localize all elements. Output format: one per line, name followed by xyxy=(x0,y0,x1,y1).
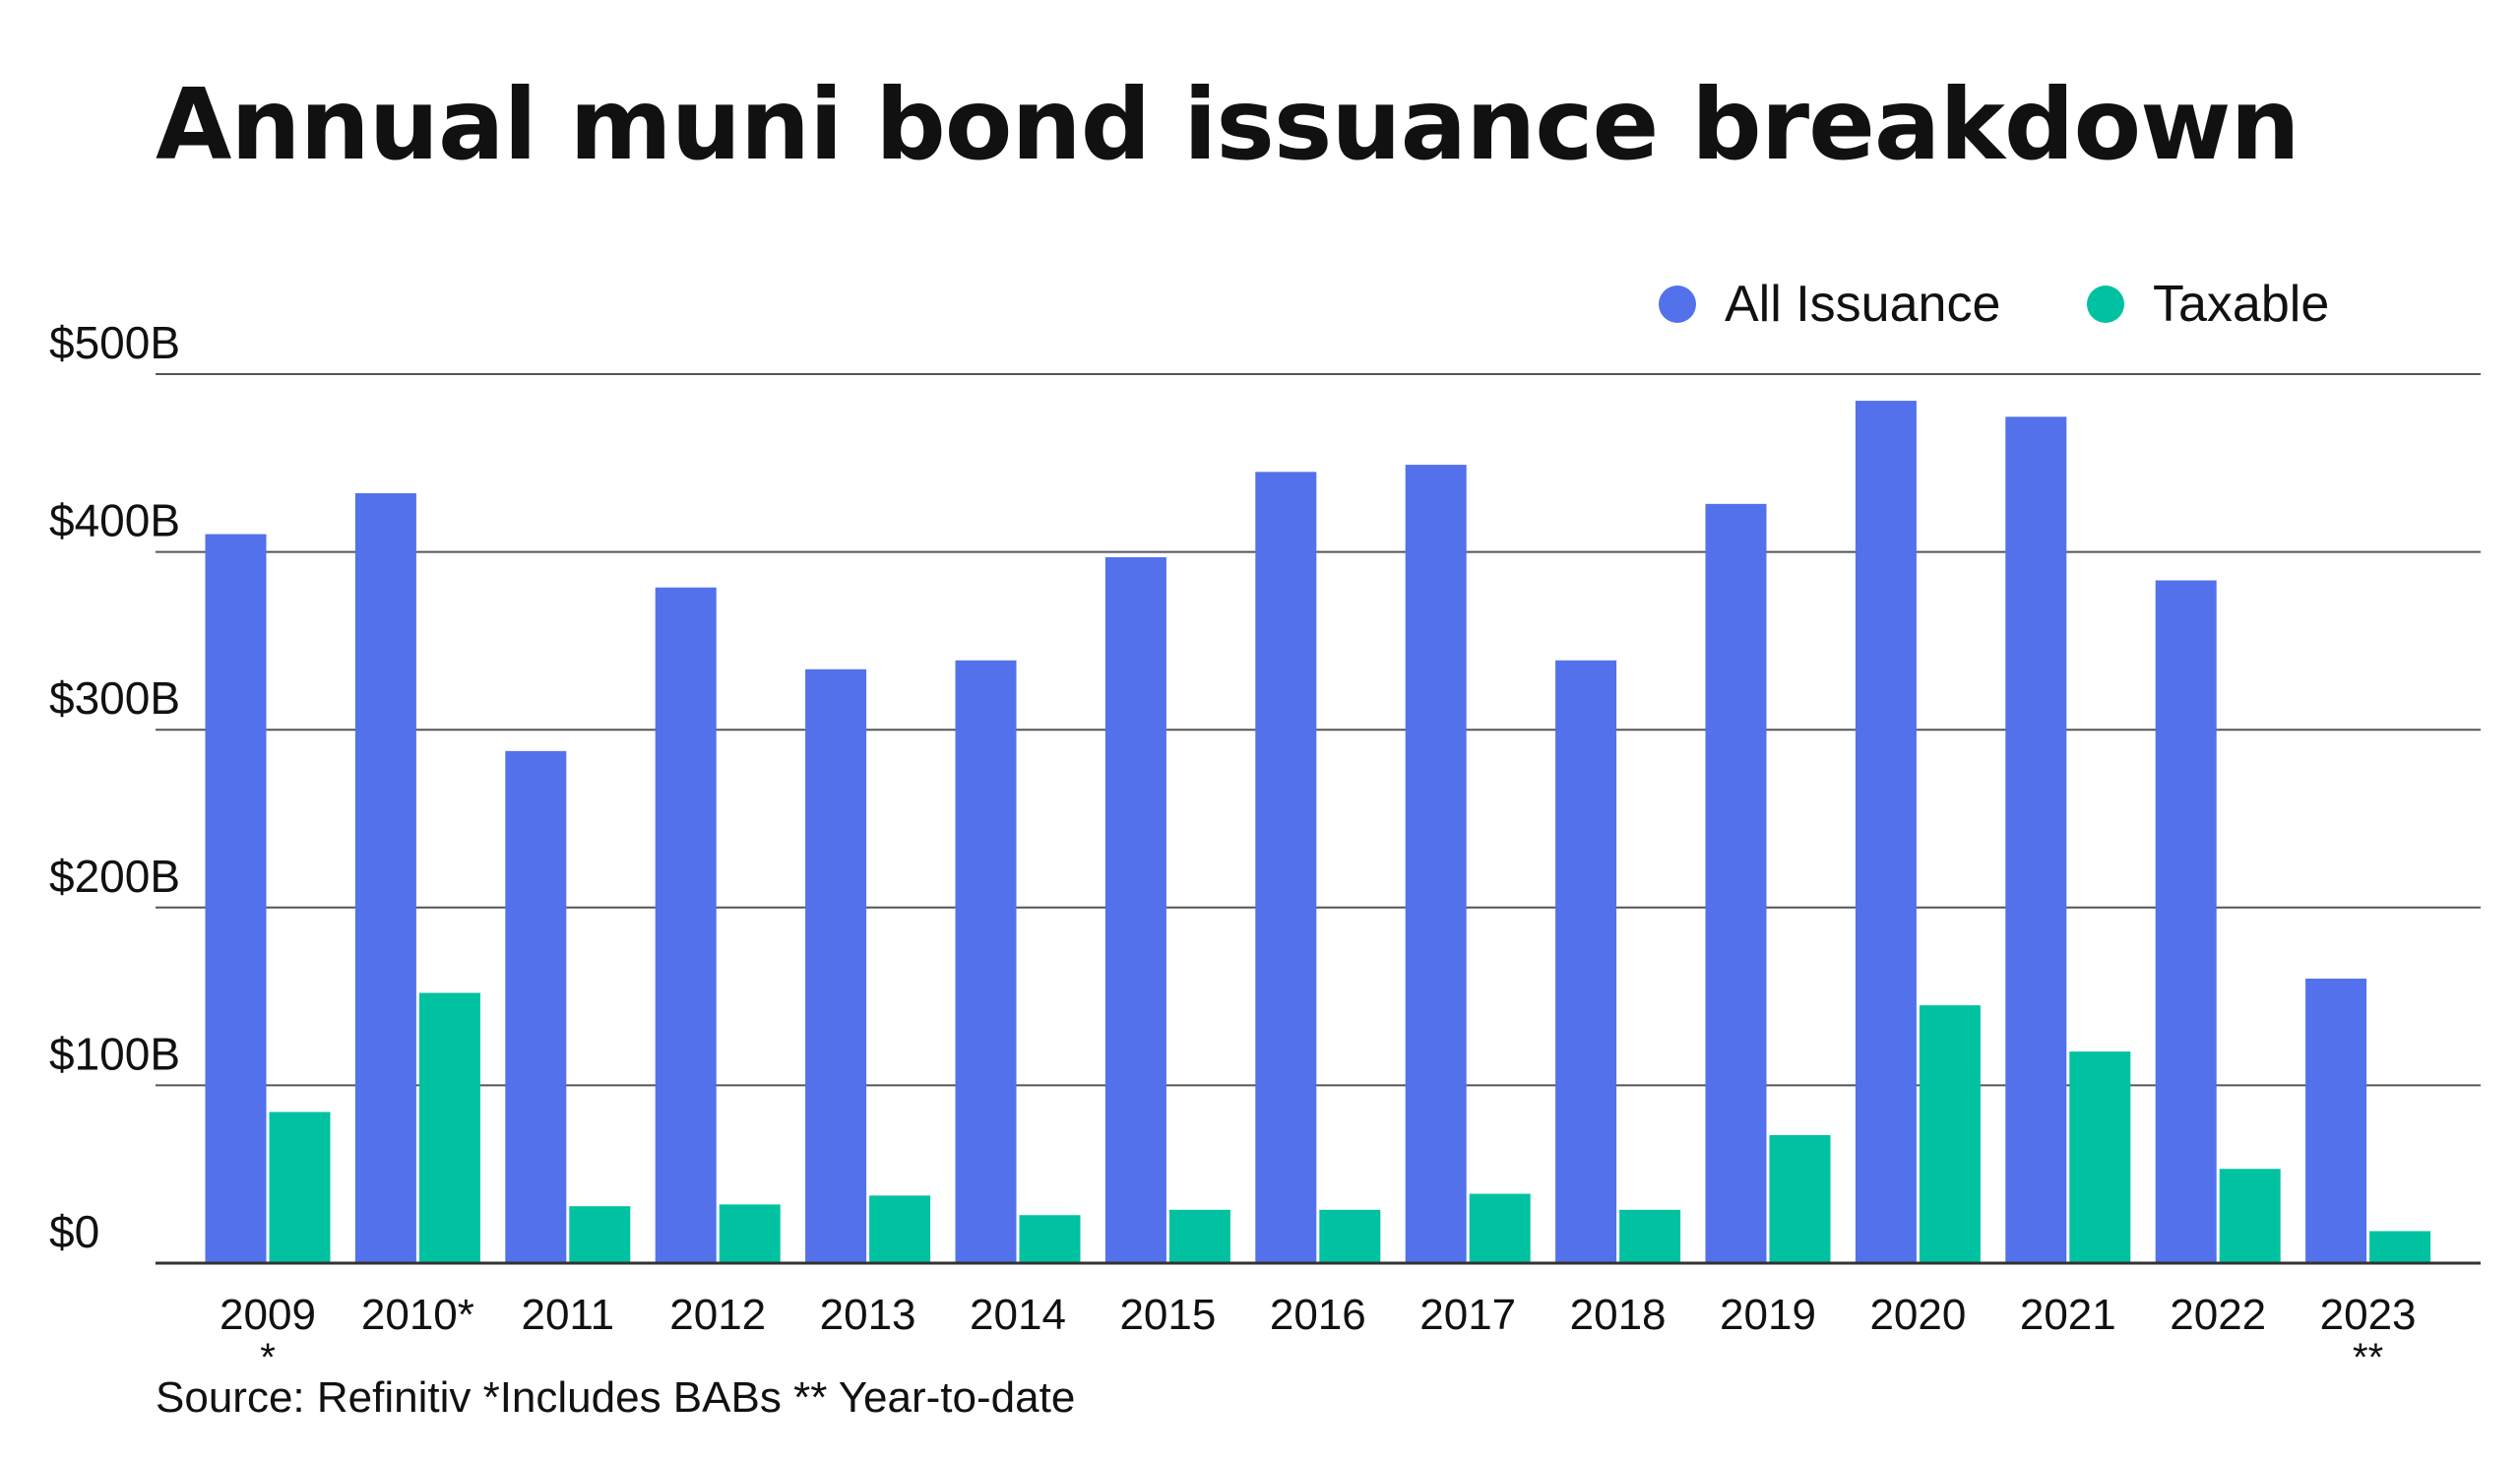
legend: All Issuance Taxable xyxy=(1659,276,2329,333)
y-tick-label: $0 xyxy=(49,1206,99,1257)
bar-all-issuance xyxy=(2005,416,2067,1263)
bar-all-issuance xyxy=(655,587,717,1263)
bar-taxable xyxy=(418,992,480,1263)
x-tick-label: 2010* xyxy=(361,1291,474,1339)
bar-taxable xyxy=(569,1206,631,1263)
x-tick-label: 2013 xyxy=(820,1291,916,1339)
source-note: Source: Refinitiv *Includes BABs ** Year… xyxy=(156,1373,1076,1422)
legend-label: Taxable xyxy=(2153,276,2329,333)
x-tick-label: 2017 xyxy=(1419,1291,1516,1339)
x-tick-footnote: * xyxy=(260,1336,276,1379)
x-tick-label: 2019 xyxy=(1720,1291,1816,1339)
x-tick-label: 2011 xyxy=(521,1291,614,1339)
bar-taxable xyxy=(2369,1231,2431,1263)
x-tick-label: 2022 xyxy=(2170,1291,2266,1339)
legend-label: All Issuance xyxy=(1725,276,2000,333)
x-tick-label: 2009 xyxy=(220,1291,316,1339)
bar-all-issuance xyxy=(955,660,1017,1263)
bar-all-issuance xyxy=(1255,472,1317,1264)
bar-all-issuance xyxy=(1555,660,1617,1263)
bar-all-issuance xyxy=(1104,557,1166,1263)
bar-taxable xyxy=(1769,1134,1831,1263)
bar-taxable xyxy=(1919,1005,1981,1263)
bar-all-issuance xyxy=(1705,503,1767,1263)
bar-all-issuance xyxy=(805,668,867,1263)
chart-title: Annual muni bond issuance breakdown xyxy=(156,67,2300,182)
bar-taxable xyxy=(1469,1193,1531,1263)
y-tick-label: $500B xyxy=(49,317,180,368)
bar-taxable xyxy=(269,1112,331,1263)
x-tick-label: 2018 xyxy=(1570,1291,1667,1339)
bar-taxable xyxy=(2069,1051,2131,1263)
x-tick-label: 2014 xyxy=(970,1291,1066,1339)
x-tick-label: 2016 xyxy=(1270,1291,1366,1339)
y-tick-label: $400B xyxy=(49,495,180,546)
bar-all-issuance xyxy=(1405,465,1467,1264)
gridlines xyxy=(156,373,2481,1087)
x-tick-label: 2015 xyxy=(1119,1291,1216,1339)
bar-all-issuance xyxy=(354,493,416,1263)
bar-all-issuance xyxy=(2305,979,2367,1263)
x-tick-footnote: ** xyxy=(2353,1336,2383,1379)
bar-taxable xyxy=(869,1195,931,1263)
y-tick-label: $100B xyxy=(49,1028,180,1079)
bar-taxable xyxy=(1619,1209,1681,1263)
legend-marker-all-issuance xyxy=(1659,286,1696,323)
bar-taxable xyxy=(719,1204,781,1263)
y-tick-label: $200B xyxy=(49,851,180,902)
y-tick-label: $300B xyxy=(49,672,180,724)
bars xyxy=(205,401,2431,1264)
bar-taxable xyxy=(1168,1209,1230,1263)
x-tick-label: 2023 xyxy=(2320,1291,2417,1339)
bar-taxable xyxy=(1319,1209,1381,1263)
x-axis-ticks: 2009* 2010* 2011 2012 2013 2014 2015 2016 2017 20… xyxy=(220,1291,2416,1379)
x-tick-label: 2020 xyxy=(1869,1291,1966,1339)
bar-all-issuance xyxy=(205,534,267,1263)
bar-taxable xyxy=(1019,1215,1081,1263)
y-axis-ticks: $0 $100B $200B $300B $400B $500B xyxy=(49,317,180,1257)
bar-all-issuance xyxy=(1855,401,1917,1264)
x-tick-label: 2021 xyxy=(2020,1291,2116,1339)
bar-all-issuance xyxy=(2155,580,2217,1263)
x-tick-label: 2012 xyxy=(669,1291,766,1339)
bar-all-issuance xyxy=(505,750,567,1263)
legend-marker-taxable xyxy=(2087,286,2124,323)
bar-taxable xyxy=(2219,1169,2281,1263)
